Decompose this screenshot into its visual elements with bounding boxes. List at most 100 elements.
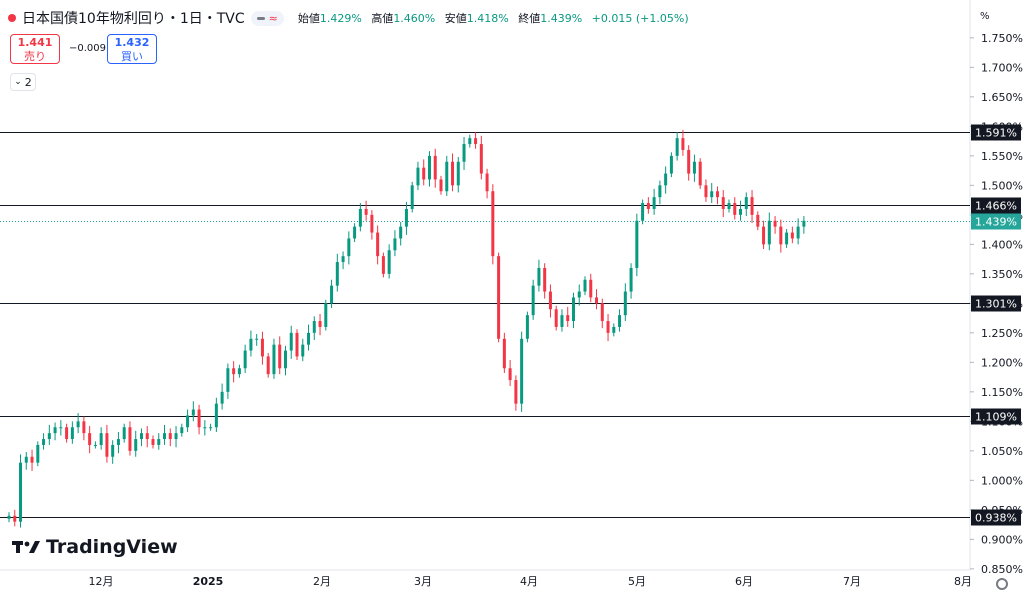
- close-value: 1.439%: [540, 12, 583, 25]
- tradingview-logo[interactable]: TradingView: [12, 536, 178, 558]
- candle-body: [174, 433, 178, 440]
- candle-body: [485, 173, 489, 192]
- symbol-title[interactable]: 日本国債10年物利回り・1日・TVC: [22, 11, 245, 27]
- buy-button[interactable]: 1.432 買い: [107, 34, 157, 64]
- candle-body: [42, 439, 46, 445]
- ohlc-readout: 始値1.429% 高値1.460% 安値1.418% 終値1.439% +0.0…: [298, 10, 689, 26]
- line-label-box: [971, 408, 1021, 425]
- candle: [318, 313, 322, 336]
- candle: [59, 420, 63, 436]
- line-label: 1.466%: [975, 200, 1017, 213]
- candle: [42, 433, 46, 450]
- y-tick-label: 1.400%: [981, 238, 1023, 251]
- candle-body: [641, 203, 645, 221]
- candle-body: [186, 415, 190, 428]
- x-tick-label: 7月: [843, 575, 861, 588]
- candle-body: [456, 161, 460, 186]
- y-tick-label: 1.200%: [981, 356, 1023, 369]
- y-tick-label: 0.850%: [981, 563, 1023, 576]
- gear-icon[interactable]: [996, 578, 1008, 590]
- x-tick-label: 8月: [954, 575, 972, 588]
- candle: [272, 338, 276, 379]
- candle-body: [629, 267, 633, 292]
- candle-body: [19, 462, 23, 522]
- candle-body: [589, 279, 593, 298]
- line-label: 1.109%: [975, 411, 1017, 424]
- candle-body: [163, 433, 167, 440]
- candle: [312, 316, 316, 340]
- candle: [721, 190, 725, 218]
- candle-body: [560, 315, 564, 327]
- candle: [583, 276, 587, 296]
- candle: [560, 309, 564, 332]
- low-label: 安値: [444, 12, 467, 25]
- candle: [191, 401, 195, 422]
- sell-button[interactable]: 1.441 売り: [10, 34, 60, 64]
- candle: [704, 179, 708, 202]
- buy-label: 買い: [121, 50, 143, 63]
- indicator-count: 2: [24, 75, 32, 89]
- y-tick-label: 1.550%: [981, 150, 1023, 163]
- candle: [669, 152, 673, 178]
- candle-body: [111, 444, 115, 457]
- candle-body: [427, 155, 431, 180]
- candle-body: [88, 433, 92, 445]
- candle-body: [664, 173, 668, 186]
- candle: [404, 201, 408, 235]
- candle: [543, 263, 547, 299]
- candle: [692, 154, 696, 182]
- candle: [750, 190, 754, 224]
- candle-body: [612, 326, 616, 333]
- candle: [658, 180, 662, 205]
- candle-body: [715, 191, 719, 198]
- candle: [70, 421, 74, 444]
- candle: [445, 155, 449, 196]
- candle-body: [767, 220, 771, 245]
- candle-body: [635, 220, 639, 268]
- candle-body: [203, 427, 207, 429]
- candle: [209, 423, 213, 431]
- candle: [203, 420, 207, 436]
- candle: [387, 244, 391, 279]
- candle: [376, 225, 380, 265]
- candle: [53, 422, 57, 441]
- candle: [157, 433, 161, 450]
- candle: [646, 197, 650, 214]
- candle: [174, 426, 178, 448]
- candle-body: [232, 368, 236, 375]
- candle-body: [93, 444, 97, 446]
- candle-body: [508, 368, 512, 381]
- candle: [295, 329, 299, 360]
- collapse-indicators-button[interactable]: ⌄ 2: [10, 73, 36, 91]
- candle: [13, 509, 17, 527]
- y-tick-label: 1.250%: [981, 327, 1023, 340]
- y-tick-label: 1.350%: [981, 268, 1023, 281]
- y-tick-label: 1.150%: [981, 386, 1023, 399]
- change-value: +0.015 (+1.05%): [591, 12, 689, 25]
- candle-body: [82, 421, 86, 434]
- candle-body: [399, 226, 403, 239]
- candle-body: [497, 256, 501, 339]
- candle-body: [744, 197, 748, 209]
- logo-text: TradingView: [46, 536, 178, 558]
- spread-value: −0.009: [69, 43, 107, 54]
- candle-body: [802, 220, 806, 227]
- candle-body: [445, 161, 449, 192]
- candle-body: [105, 433, 109, 457]
- x-tick-label: 4月: [520, 575, 538, 588]
- candle: [548, 284, 552, 318]
- candle: [566, 306, 570, 327]
- y-tick-label: 1.500%: [981, 179, 1023, 192]
- candle-body: [13, 515, 17, 522]
- candle: [433, 148, 437, 188]
- dash-icon: [256, 16, 265, 20]
- candle-body: [422, 167, 426, 180]
- candle: [427, 151, 431, 187]
- candle: [779, 219, 783, 253]
- candle-body: [226, 368, 230, 392]
- line-label-box: [971, 124, 1021, 141]
- symbol-pill[interactable]: ≈: [250, 10, 284, 26]
- candle-body: [439, 179, 443, 192]
- candle: [82, 416, 86, 441]
